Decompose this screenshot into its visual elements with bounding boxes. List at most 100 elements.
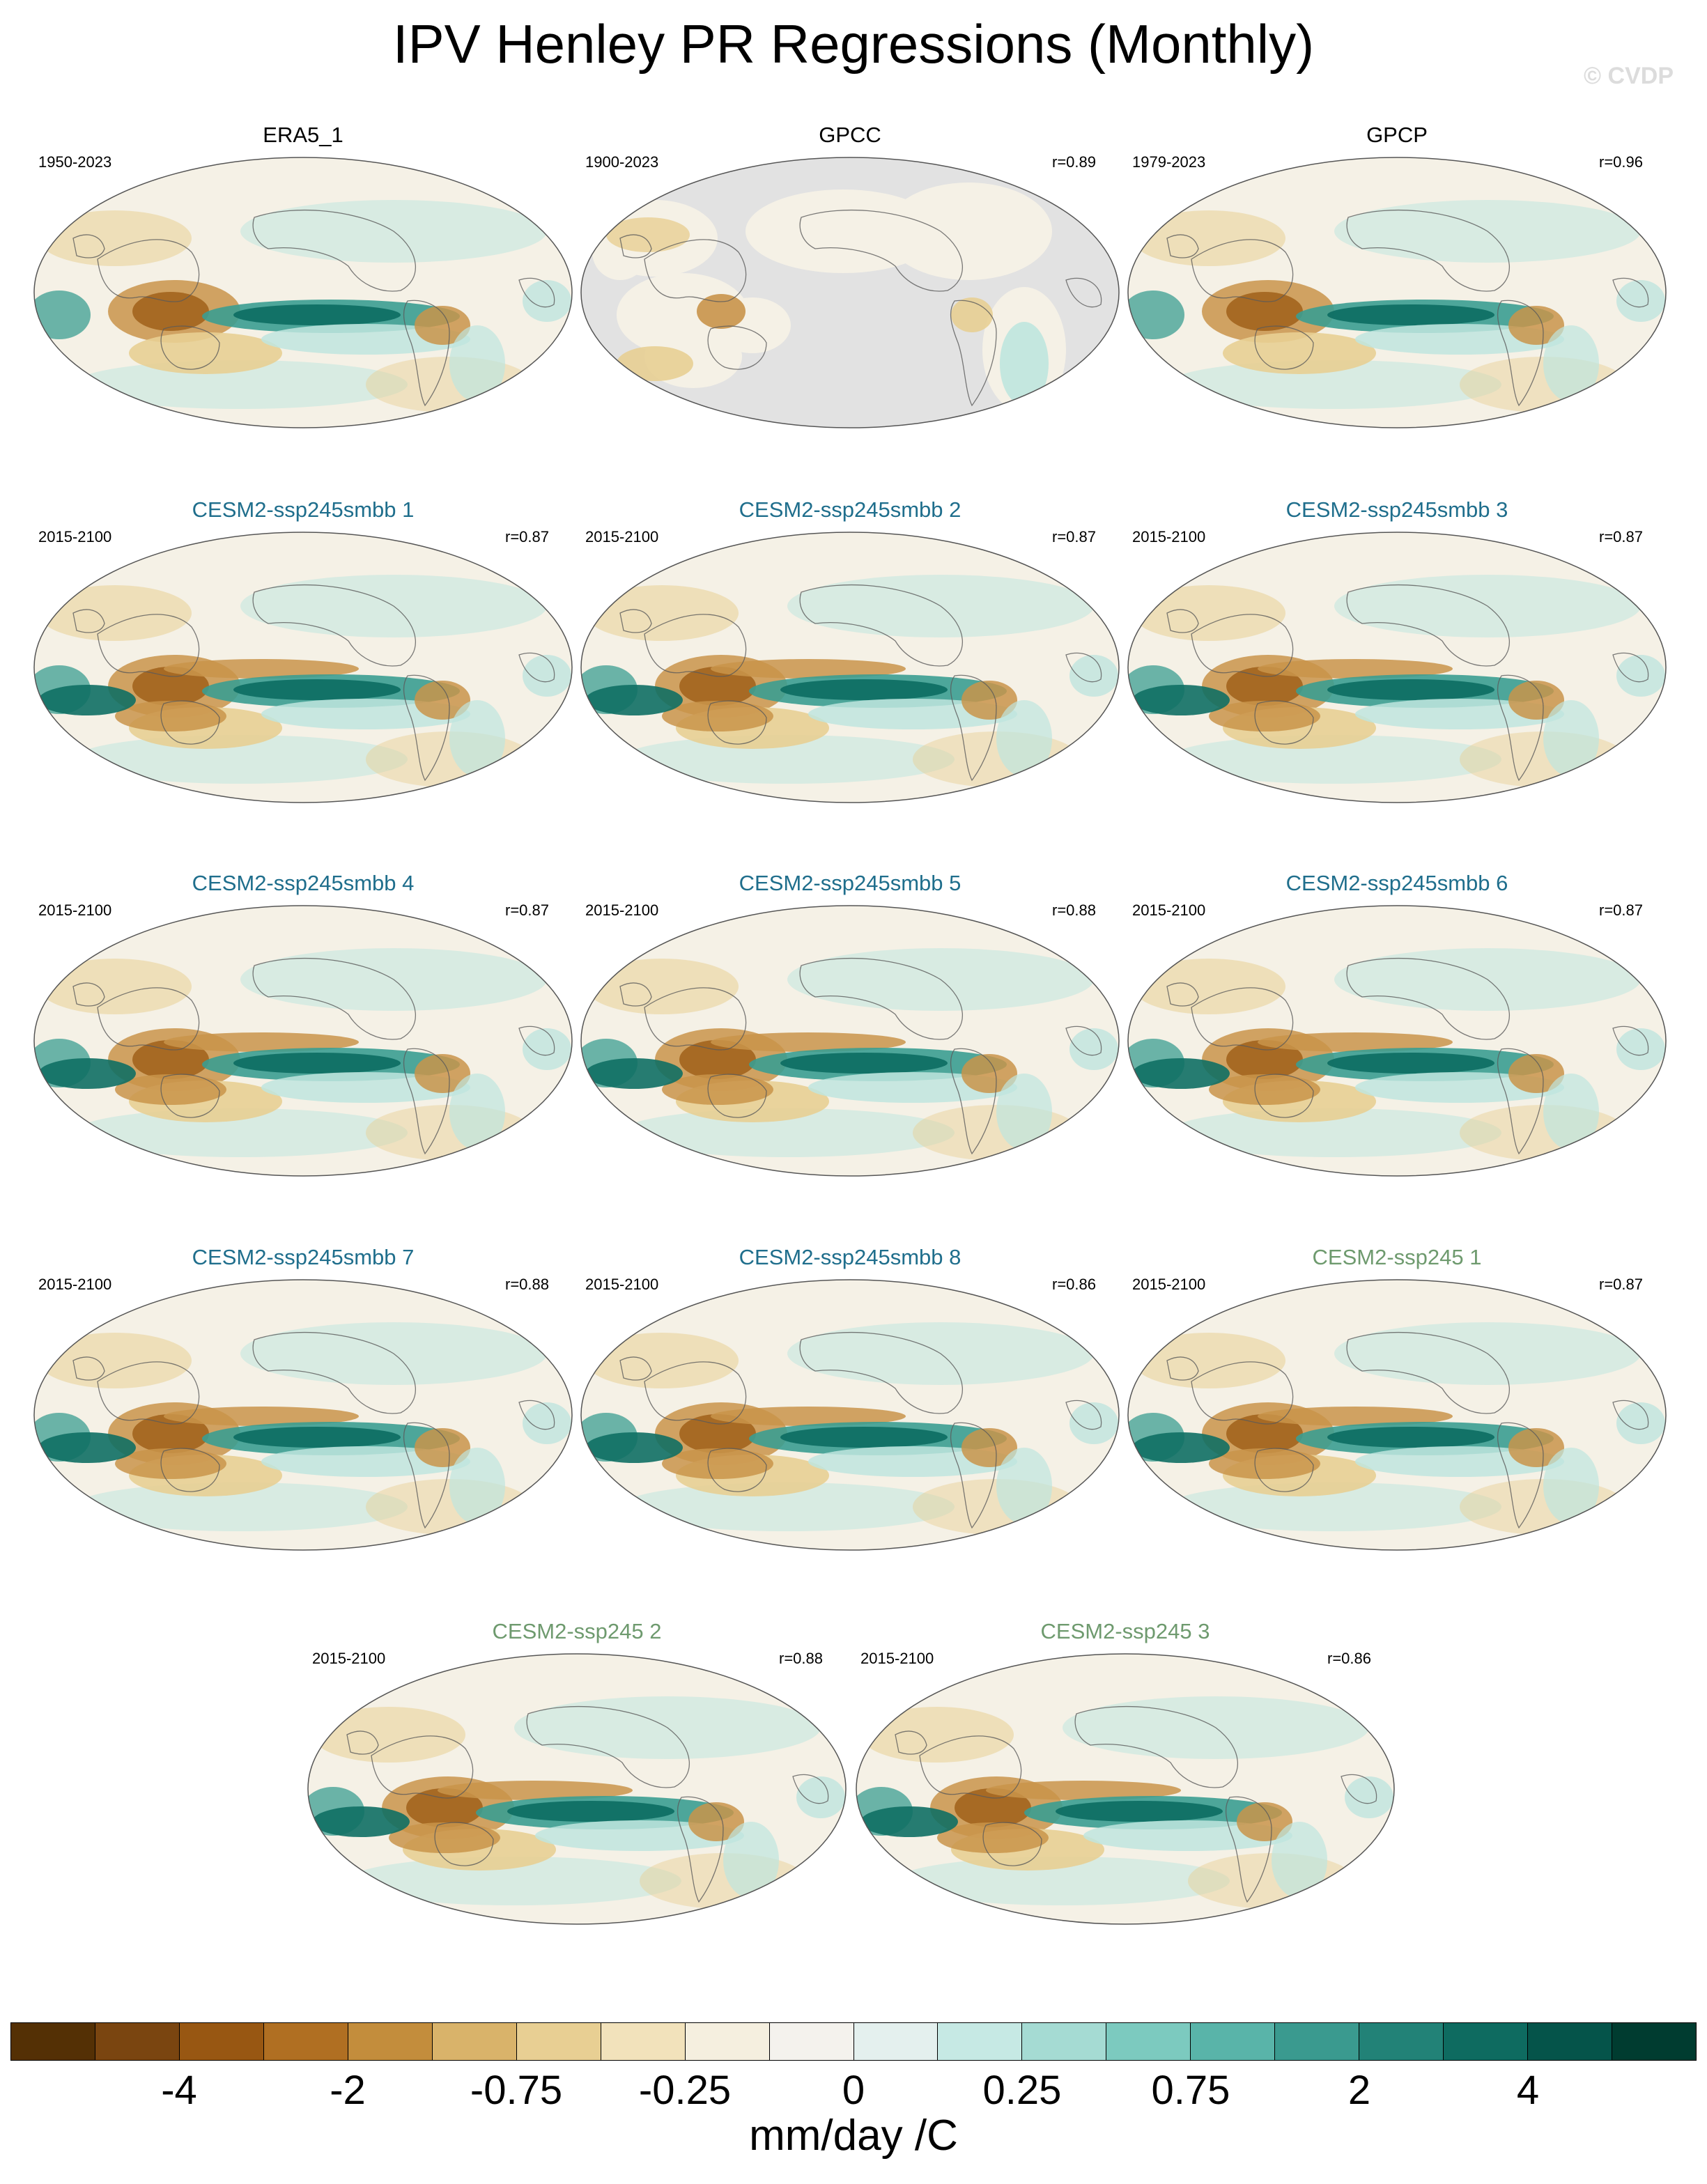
coastline xyxy=(403,1422,450,1529)
coastline xyxy=(1346,584,1510,667)
panel-title: ERA5_1 xyxy=(263,123,343,147)
rain-anomaly-negative xyxy=(1226,667,1303,706)
coastline xyxy=(895,1730,927,1755)
rain-anomaly-positive xyxy=(1000,322,1049,405)
rain-anomaly-negative xyxy=(679,667,756,706)
panel-title: CESM2-ssp245smbb 6 xyxy=(1285,871,1508,895)
coastline xyxy=(644,239,747,302)
coastline xyxy=(707,1074,767,1118)
rain-anomaly-negative xyxy=(366,1479,533,1535)
coastline xyxy=(252,1331,416,1414)
panel-title: CESM2-ssp245smbb 2 xyxy=(739,497,961,522)
colorbar-tick-label: 0.25 xyxy=(982,2068,1062,2113)
coastline xyxy=(160,325,220,370)
coastline xyxy=(982,1822,1042,1866)
coastline xyxy=(1497,674,1544,782)
panel-pattern-correlation: r=0.88 xyxy=(505,1276,549,1293)
rain-anomaly-positive xyxy=(1132,1058,1230,1089)
rain-anomaly-negative xyxy=(951,297,993,332)
rain-anomaly-positive xyxy=(996,1074,1052,1150)
rain-anomaly-negative xyxy=(913,1479,1080,1535)
rain-anomaly-negative xyxy=(312,1707,465,1763)
map-border xyxy=(1127,1279,1667,1551)
coastline xyxy=(707,1448,767,1492)
rain-anomaly-negative xyxy=(1258,1407,1453,1426)
panel-years: 1950-2023 xyxy=(38,153,112,171)
colorbar-swatch xyxy=(516,2023,601,2060)
coastline xyxy=(160,1448,220,1492)
rain-anomaly-negative xyxy=(115,1448,226,1479)
coastline xyxy=(1346,209,1510,292)
coastline xyxy=(1497,300,1544,407)
coastline xyxy=(252,209,416,292)
regression-map xyxy=(33,1279,573,1551)
colorbar-tick-label: -0.25 xyxy=(638,2068,732,2113)
coastline xyxy=(799,209,963,292)
rain-anomaly-negative xyxy=(1188,1853,1355,1909)
coastline xyxy=(1346,1331,1510,1414)
rain-anomaly-positive xyxy=(1069,1402,1118,1444)
panel-title: CESM2-ssp245smbb 3 xyxy=(1285,497,1508,522)
colorbar-swatch xyxy=(1444,2023,1529,2060)
map-border xyxy=(1127,532,1667,803)
regression-map xyxy=(580,157,1120,428)
coastline xyxy=(1612,1025,1649,1056)
rain-anomaly-negative xyxy=(1209,1448,1320,1479)
coastline xyxy=(72,982,105,1007)
rain-anomaly-positive xyxy=(523,655,571,697)
coastline xyxy=(1254,1448,1314,1492)
rain-anomaly-negative xyxy=(679,1040,756,1079)
regression-map xyxy=(1127,157,1667,428)
rain-anomaly-positive xyxy=(1345,1776,1393,1818)
coastline xyxy=(1191,239,1294,302)
map-border xyxy=(580,157,1120,428)
rain-anomaly-negative xyxy=(662,1448,773,1479)
coastline xyxy=(950,674,997,782)
coastline xyxy=(1497,1422,1544,1529)
coastline xyxy=(403,1048,450,1155)
rain-anomaly-negative xyxy=(711,1407,906,1426)
rain-anomaly-positive xyxy=(1327,1427,1494,1448)
rain-anomaly-negative xyxy=(961,681,1017,720)
coastline xyxy=(1166,609,1199,633)
rain-anomaly-positive xyxy=(1132,685,1230,715)
rain-anomaly-positive xyxy=(1069,1028,1118,1070)
rain-anomaly-negative xyxy=(1132,959,1285,1014)
rain-anomaly-positive xyxy=(233,304,401,325)
land-area xyxy=(885,183,1052,280)
colorbar-swatch xyxy=(1612,2023,1697,2060)
colorbar-swatch xyxy=(432,2023,517,2060)
coastline xyxy=(799,584,963,667)
rain-anomaly-positive xyxy=(1167,360,1501,409)
coastline xyxy=(434,1822,494,1866)
panel-pattern-correlation: r=0.96 xyxy=(1599,153,1643,171)
coastline xyxy=(403,674,450,782)
rain-anomaly-positive xyxy=(723,1822,779,1898)
rain-anomaly-positive xyxy=(1543,700,1599,777)
coastline xyxy=(1612,652,1649,683)
panel-title: CESM2-ssp245smbb 4 xyxy=(192,871,415,895)
regression-map xyxy=(33,532,573,803)
panel-pattern-correlation: r=0.86 xyxy=(1327,1650,1371,1667)
rain-anomaly-positive xyxy=(1616,1028,1665,1070)
rain-anomaly-negative xyxy=(115,1074,226,1105)
rain-anomaly-negative xyxy=(438,1781,633,1800)
panel-years: 2015-2100 xyxy=(860,1650,934,1667)
rain-anomaly-positive xyxy=(449,1074,505,1150)
rain-anomaly-positive xyxy=(73,1482,408,1531)
rain-anomaly-negative xyxy=(1508,306,1564,345)
regression-map xyxy=(33,157,573,428)
coastline xyxy=(1346,957,1510,1040)
rain-anomaly-positive xyxy=(312,1806,410,1837)
regression-map xyxy=(580,1279,1120,1551)
coastline xyxy=(1065,652,1102,683)
rain-anomaly-negative xyxy=(415,1428,470,1467)
rain-anomaly-positive xyxy=(1327,679,1494,700)
rain-anomaly-positive xyxy=(1616,280,1665,322)
coastline xyxy=(97,614,200,677)
regression-map xyxy=(1127,532,1667,803)
panel-title: GPCP xyxy=(1366,123,1428,147)
colorbar-swatch xyxy=(11,2023,95,2060)
regression-map xyxy=(580,905,1120,1177)
rain-anomaly-negative xyxy=(1258,659,1453,679)
